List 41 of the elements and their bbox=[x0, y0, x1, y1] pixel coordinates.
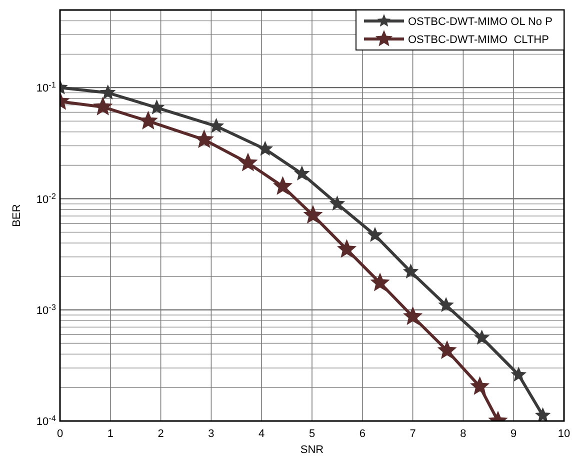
point bbox=[536, 408, 550, 421]
x-tick-label: 0 bbox=[56, 428, 64, 440]
point bbox=[330, 196, 344, 210]
point bbox=[404, 307, 422, 324]
point bbox=[511, 367, 526, 382]
point bbox=[150, 100, 164, 114]
point bbox=[368, 228, 382, 242]
y-tick-label: 10$^{-1}$ bbox=[36, 80, 56, 95]
point bbox=[370, 273, 390, 291]
point bbox=[238, 153, 258, 171]
point bbox=[438, 341, 456, 358]
point bbox=[258, 142, 272, 156]
x-tick-label: 10 bbox=[558, 428, 570, 440]
point bbox=[338, 240, 356, 258]
point bbox=[94, 97, 112, 115]
x-tick-label: 1 bbox=[107, 428, 114, 440]
point bbox=[404, 264, 418, 278]
x-axis-title: SNR bbox=[300, 444, 324, 456]
x-tick-label: 9 bbox=[510, 428, 517, 440]
point bbox=[195, 130, 214, 148]
point bbox=[438, 298, 454, 312]
y-tick-label: 10$^{-2}$ bbox=[36, 191, 56, 206]
y-tick-label: 10$^{-3}$ bbox=[36, 302, 56, 317]
point bbox=[294, 166, 310, 180]
x-tick-label: 8 bbox=[460, 428, 466, 440]
y-axis-title: BER bbox=[11, 204, 23, 227]
point bbox=[100, 85, 116, 99]
x-tick-label: 3 bbox=[208, 428, 214, 440]
point bbox=[470, 377, 489, 394]
x-tick-label: 4 bbox=[258, 428, 265, 440]
point bbox=[209, 118, 224, 132]
x-tick-label: 6 bbox=[359, 428, 366, 440]
legend-label: OSTBC-DWT-MIMO OL No P bbox=[408, 16, 552, 28]
point bbox=[274, 176, 292, 194]
x-tick-label: 2 bbox=[158, 428, 164, 440]
point bbox=[304, 206, 322, 224]
x-tick-label: 5 bbox=[308, 428, 316, 440]
y-tick-label: 10$^{-4}$ bbox=[36, 414, 56, 428]
x-tick-label: 7 bbox=[410, 428, 416, 440]
legend-label: OSTBC-DWT-MIMO CLTHP bbox=[408, 34, 549, 46]
point bbox=[474, 330, 490, 344]
